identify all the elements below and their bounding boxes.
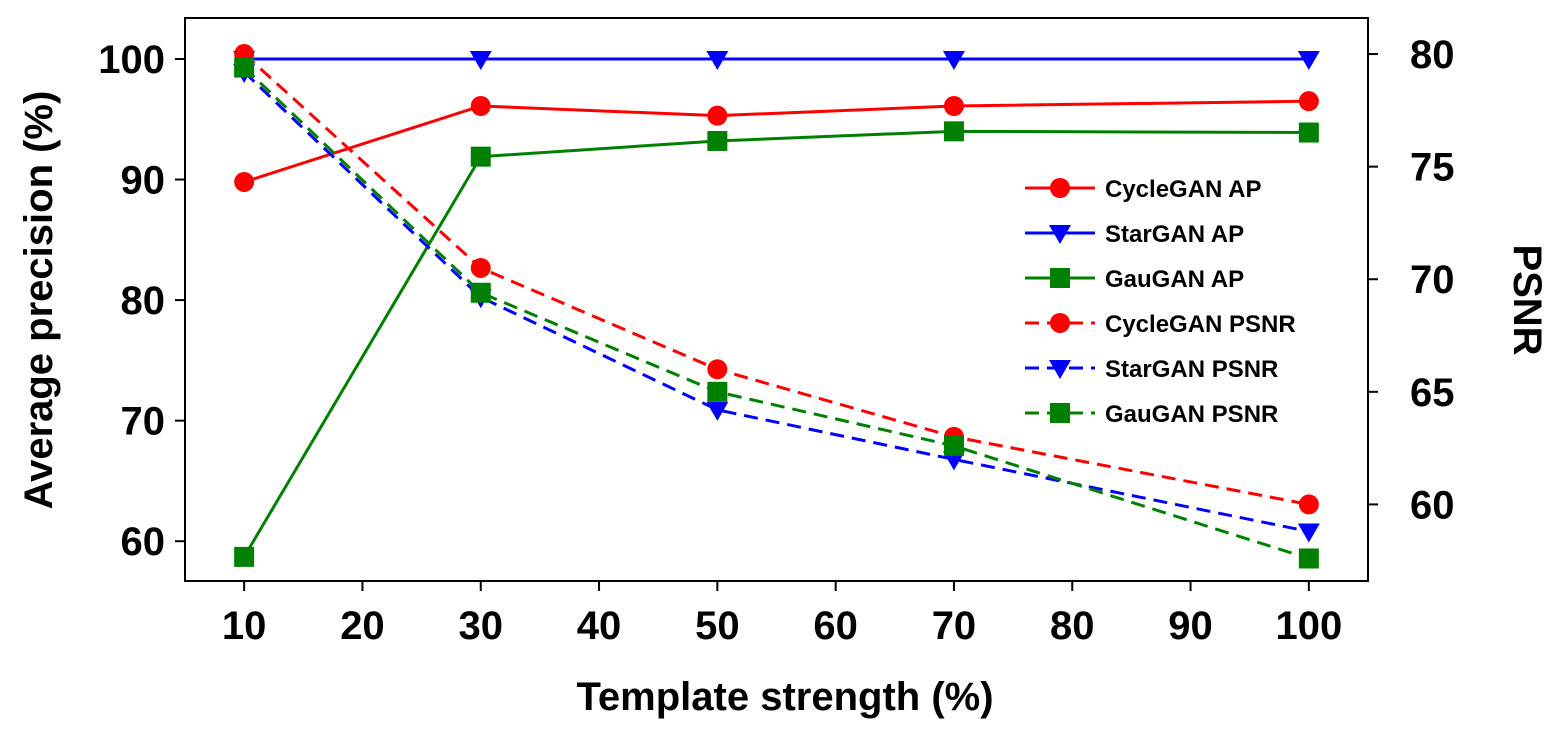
series-gaugan-psnr xyxy=(234,57,1319,569)
data-point xyxy=(942,50,965,70)
legend-marker xyxy=(1050,268,1070,288)
data-point xyxy=(707,381,728,402)
data-point xyxy=(1297,523,1320,543)
data-point xyxy=(234,57,255,78)
data-point xyxy=(943,121,964,142)
data-point xyxy=(943,96,964,117)
data-point xyxy=(707,105,728,126)
x-tick-label: 50 xyxy=(695,604,740,648)
x-tick-label: 60 xyxy=(813,604,858,648)
y-tick-label: 60 xyxy=(121,520,166,564)
x-tick-label: 10 xyxy=(222,604,267,648)
data-point xyxy=(234,546,255,567)
data-point xyxy=(706,50,729,70)
legend: CycleGAN AP StarGAN AP GauGAN AP CycleGAN P… xyxy=(1025,176,1296,428)
legend-entry: StarGAN PSNR xyxy=(1025,356,1278,383)
legend-entry: CycleGAN PSNR xyxy=(1025,311,1296,338)
data-point xyxy=(1297,50,1320,70)
plot-area xyxy=(233,44,1320,569)
y-tick-label: 80 xyxy=(121,279,166,323)
data-point xyxy=(469,50,492,70)
legend-marker xyxy=(1049,360,1071,379)
y-tick-label: 100 xyxy=(98,38,165,82)
y2-tick-label: 65 xyxy=(1410,371,1455,415)
legend-entry: GauGAN PSNR xyxy=(1025,401,1278,428)
x-axis-title: Template strength (%) xyxy=(576,675,993,719)
x-tick-label: 80 xyxy=(1050,604,1095,648)
data-point xyxy=(470,282,491,303)
series-cyclegan-ap xyxy=(234,91,1319,192)
y2-tick-label: 60 xyxy=(1410,483,1455,527)
y-tick-label: 90 xyxy=(121,159,166,203)
x-tick-label: 100 xyxy=(1275,604,1342,648)
data-point xyxy=(470,257,491,278)
x-tick-label: 40 xyxy=(577,604,622,648)
data-point xyxy=(942,451,965,471)
legend-label: GauGAN PSNR xyxy=(1105,401,1278,428)
y2-axis-title: PSNR xyxy=(1505,244,1549,355)
series-gaugan-ap xyxy=(234,121,1319,567)
x-tick-label: 70 xyxy=(932,604,977,648)
legend-label: StarGAN AP xyxy=(1105,221,1244,248)
data-point xyxy=(1298,548,1319,569)
data-point xyxy=(943,435,964,456)
x-tick-label: 20 xyxy=(340,604,385,648)
legend-label: CycleGAN AP xyxy=(1105,176,1262,203)
y-axis-title: Average precision (%) xyxy=(17,91,61,510)
data-point xyxy=(707,359,728,380)
y2-tick-label: 80 xyxy=(1410,33,1455,77)
data-point xyxy=(234,171,255,192)
data-point xyxy=(1298,91,1319,112)
legend-marker xyxy=(1050,178,1070,198)
data-point xyxy=(706,401,729,421)
y2-tick-label: 75 xyxy=(1410,146,1455,190)
legend-entry: StarGAN AP xyxy=(1025,221,1244,248)
legend-label: StarGAN PSNR xyxy=(1105,356,1278,383)
data-point xyxy=(707,130,728,151)
x-tick-label: 30 xyxy=(459,604,504,648)
data-point xyxy=(1298,494,1319,515)
axes: 10 20 30 40 50 60 70 80 90 100 60 70 80 90 100 60 65 70 75… xyxy=(98,33,1454,648)
legend-label: GauGAN AP xyxy=(1105,266,1244,293)
data-point xyxy=(1298,122,1319,143)
legend-entry: CycleGAN AP xyxy=(1025,176,1262,203)
data-point xyxy=(470,146,491,167)
x-tick-label: 90 xyxy=(1168,604,1213,648)
y-tick-label: 70 xyxy=(121,400,166,444)
y2-tick-label: 70 xyxy=(1410,258,1455,302)
legend-marker xyxy=(1050,313,1070,333)
legend-entry: GauGAN AP xyxy=(1025,266,1244,293)
legend-marker xyxy=(1050,403,1070,423)
data-point xyxy=(470,96,491,117)
legend-marker xyxy=(1049,225,1071,244)
legend-label: CycleGAN PSNR xyxy=(1105,311,1296,338)
